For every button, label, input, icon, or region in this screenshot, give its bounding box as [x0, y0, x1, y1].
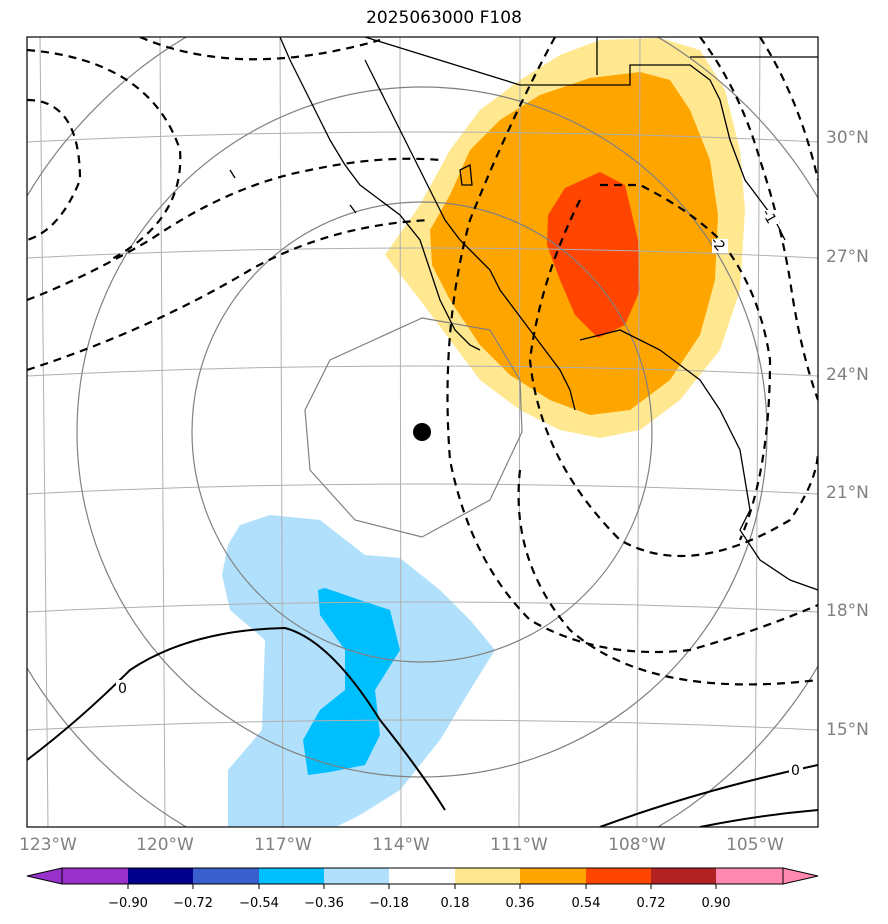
range-rings [27, 37, 818, 827]
lat-label-30n: 30°N [826, 128, 869, 148]
lat-label-18n: 18°N [826, 601, 869, 621]
colorbar-tick-label: 0.72 [637, 896, 666, 911]
colorbar-segment [128, 868, 193, 884]
colorbar-tick-label: −0.54 [239, 896, 279, 911]
colorbar-segment [586, 868, 651, 884]
colorbar-tick-label: 0.18 [441, 896, 470, 911]
lon-label-105w: 105°W [726, 835, 784, 855]
lon-label-114w: 114°W [372, 835, 430, 855]
colorbar: −0.90 −0.72 −0.54 −0.36 −0.18 0.18 0.36 … [26, 867, 819, 911]
colorbar-segment [324, 868, 389, 884]
colorbar-segment [455, 868, 520, 884]
colorbar-segment [651, 868, 716, 884]
colorbar-segment [520, 868, 586, 884]
colorbar-extend-high [782, 867, 819, 885]
lat-label-15n: 15°N [826, 720, 869, 740]
colorbar-segment [193, 868, 259, 884]
map-title: 2025063000 F108 [366, 8, 522, 28]
lat-label-21n: 21°N [826, 483, 869, 503]
contour-label-zero-east: 0 [791, 763, 800, 779]
coastlines [229, 37, 818, 591]
lon-label-111w: 111°W [490, 835, 548, 855]
colorbar-segment [716, 868, 783, 884]
colorbar-segment [259, 868, 324, 884]
negative-anomaly-mid [303, 588, 400, 775]
colorbar-tick-label: −0.90 [108, 896, 148, 911]
colorbar-segment [62, 868, 128, 884]
colorbar-tick-label: 0.90 [702, 896, 731, 911]
map-frame [26, 36, 819, 828]
colorbar-tick-label: −0.72 [173, 896, 213, 911]
lat-label-27n: 27°N [826, 247, 869, 267]
colorbar-tick-label: 0.54 [572, 896, 601, 911]
positive-anomaly-strong [547, 172, 640, 338]
lon-label-108w: 108°W [608, 835, 666, 855]
zero-contours [27, 626, 818, 827]
lon-label-123w: 123°W [19, 835, 77, 855]
lon-gridlines [39, 37, 761, 827]
contour-label-zero-west: 0 [118, 681, 127, 697]
colorbar-tick-label: −0.18 [369, 896, 409, 911]
lat-label-24n: 24°N [826, 365, 869, 385]
colorbar-tick-label: −0.36 [304, 896, 344, 911]
colorbar-extend-low [26, 867, 63, 885]
colorbar-tick-label: 0.36 [506, 896, 535, 911]
contour-label-minus-1: -1 [758, 207, 779, 227]
storm-center-marker [413, 423, 431, 441]
lon-label-120w: 120°W [136, 835, 194, 855]
lon-label-117w: 117°W [254, 835, 312, 855]
colorbar-segment [389, 868, 455, 884]
